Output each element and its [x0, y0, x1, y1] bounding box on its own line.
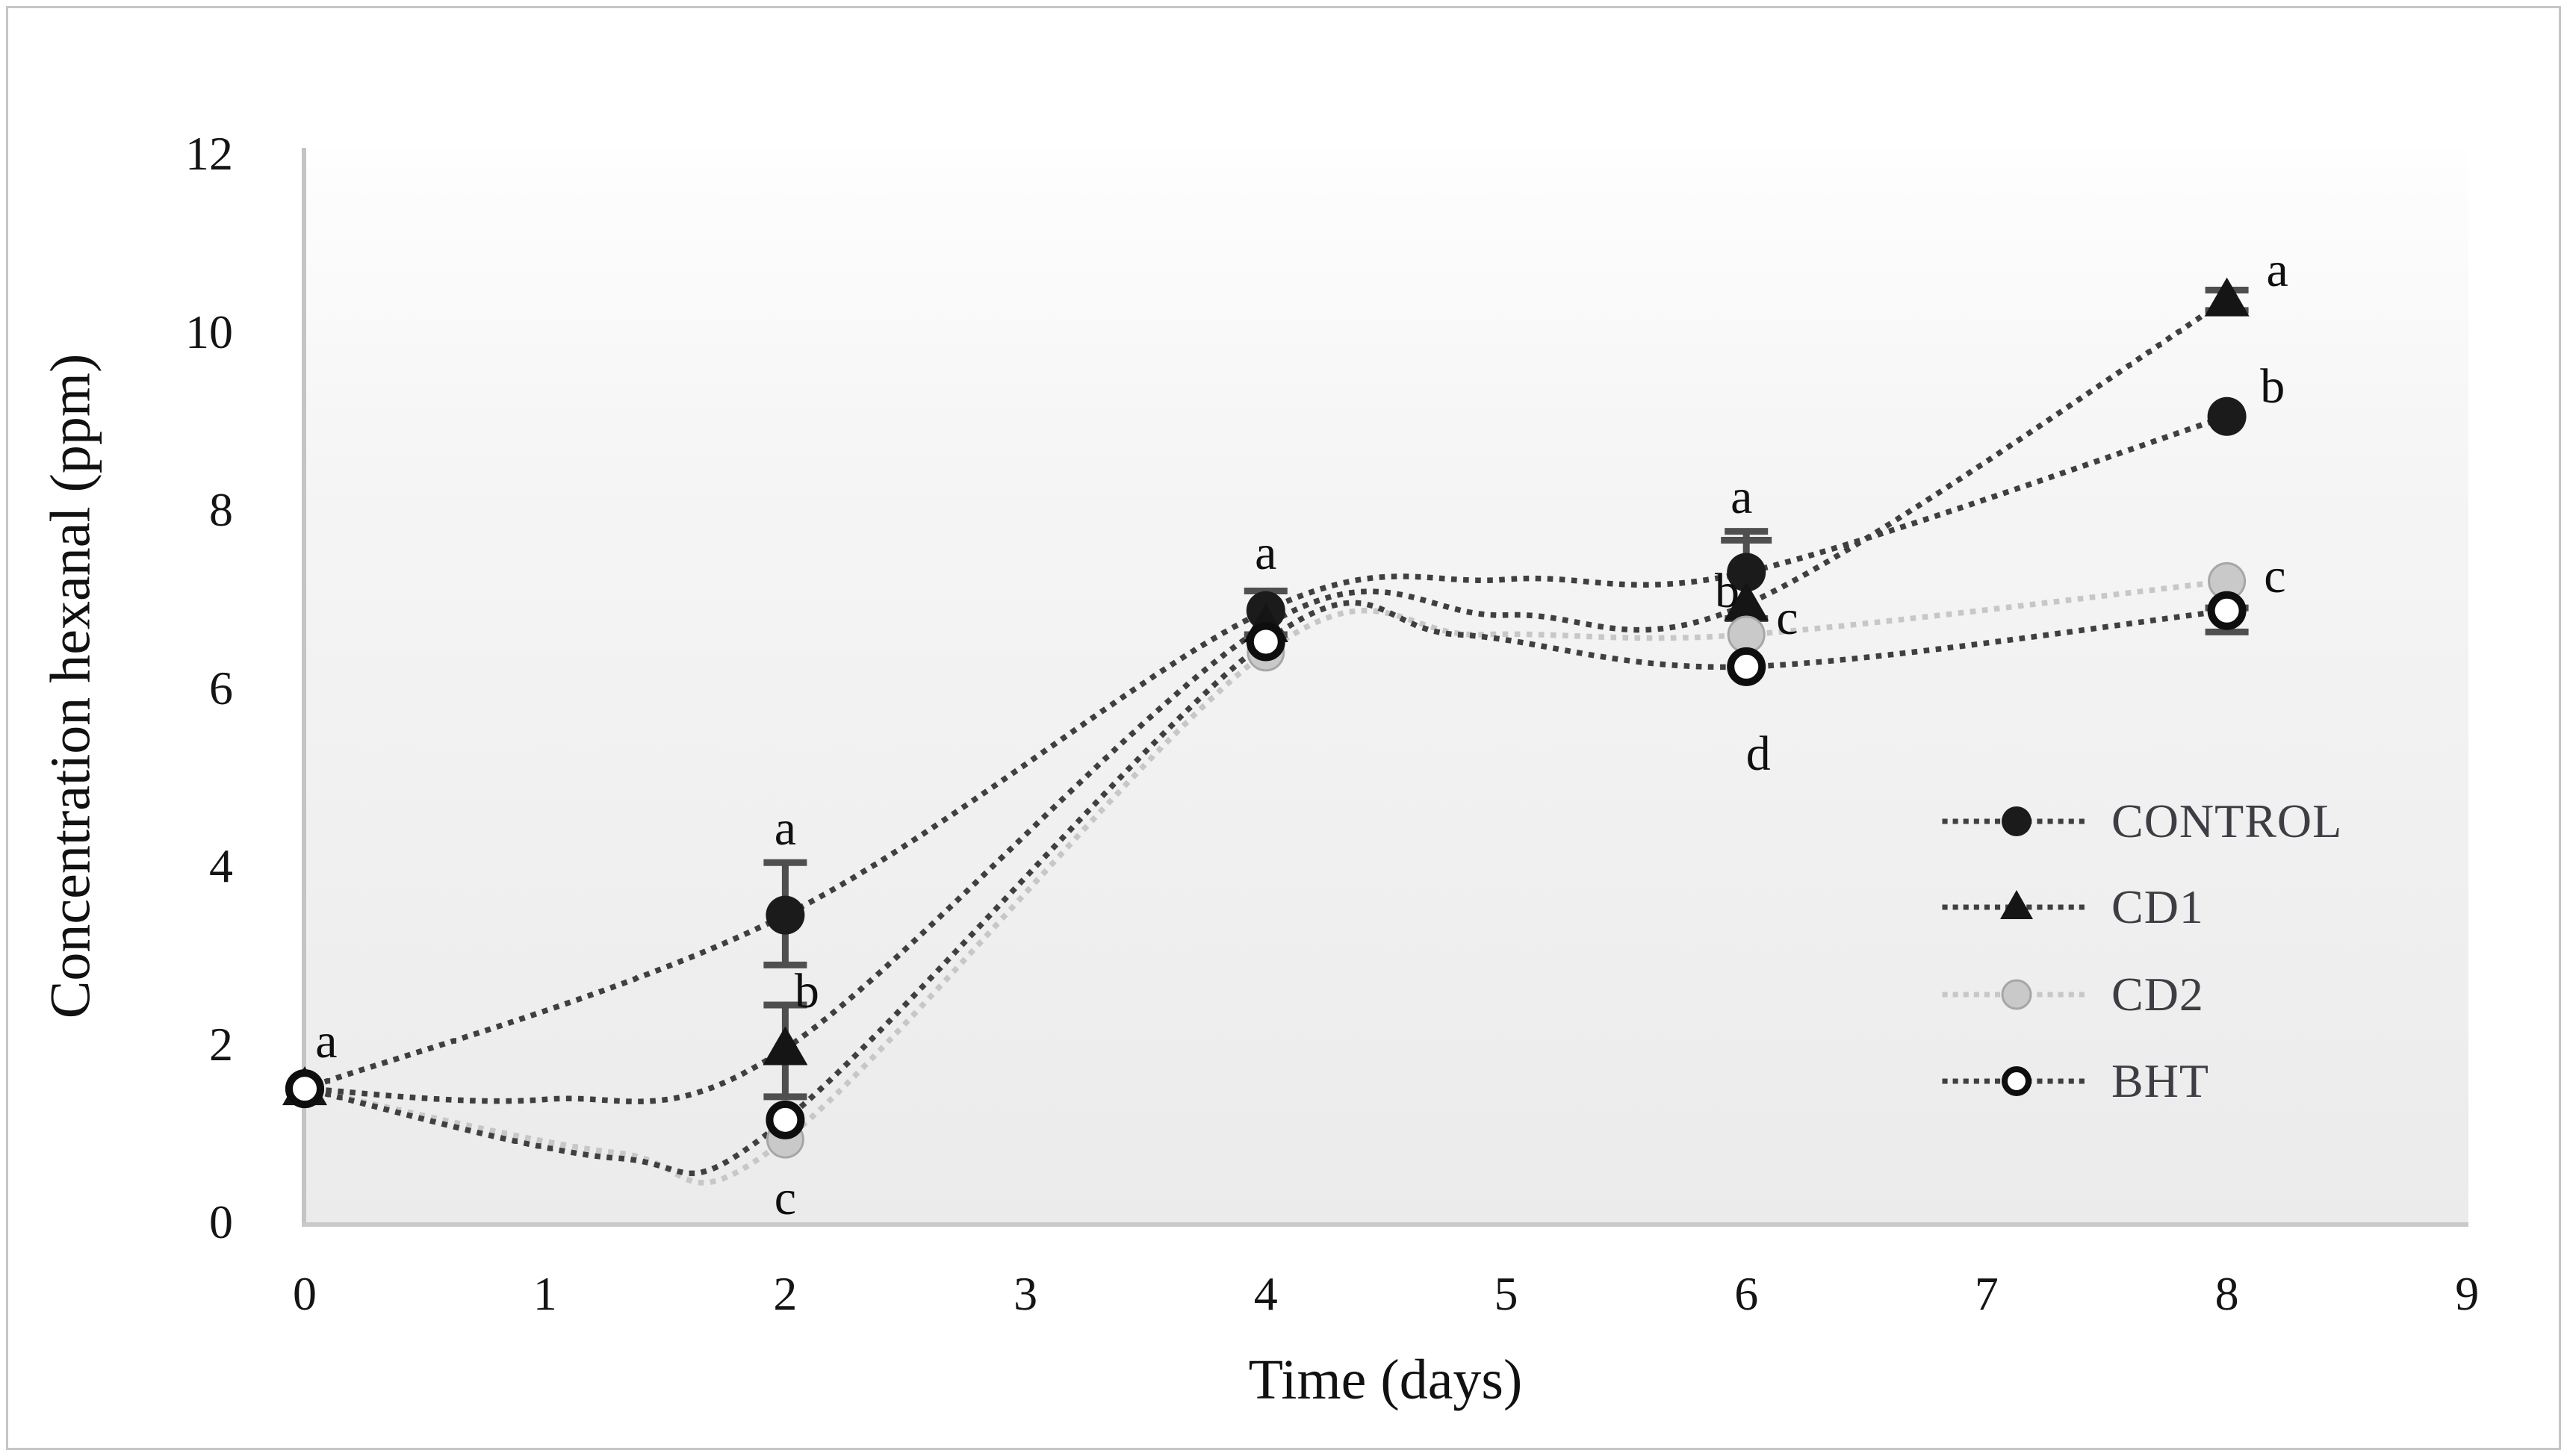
sig-letter-a-1: a [774, 800, 797, 856]
x-tick-7: 7 [1974, 1267, 1999, 1320]
sig-letter-b-6: b [1714, 563, 1739, 618]
x-axis-title: Time (days) [1248, 1348, 1523, 1411]
cd1-marker-day-8 [2204, 277, 2250, 317]
sig-letter-a-5: a [1731, 470, 1753, 525]
y-tick-8: 8 [209, 483, 233, 536]
sig-letter-b-2: b [794, 964, 819, 1019]
control-marker-day-6 [1727, 553, 1766, 592]
x-tick-8: 8 [2214, 1267, 2239, 1320]
y-tick-2: 2 [209, 1017, 233, 1071]
legend-item-cd2: CD2 [1942, 963, 2204, 1026]
x-axis-line [302, 1222, 2468, 1227]
control-marker-day-8 [2207, 396, 2247, 436]
sig-letter-a-9: a [2266, 243, 2288, 298]
plot-area [304, 148, 2468, 1223]
cd2-curve [301, 578, 2230, 1186]
control-legend-marker-icon [1942, 806, 2093, 836]
sig-letter-d-8: d [1745, 726, 1771, 781]
bht-marker-day-2 [766, 1100, 805, 1139]
bht-marker-day-4 [1246, 622, 1285, 662]
legend-label-bht: BHT [2111, 1054, 2209, 1107]
x-tick-0: 0 [293, 1267, 317, 1320]
x-tick-6: 6 [1734, 1267, 1759, 1320]
y-tick-12: 12 [185, 127, 233, 180]
legend-item-control: CONTROL [1942, 790, 2342, 853]
bht-marker-day-0 [285, 1069, 324, 1109]
control-curve [301, 413, 2231, 1092]
x-tick-2: 2 [773, 1267, 798, 1320]
cd1-legend-marker-icon [1942, 890, 2093, 919]
sig-letter-b-10: b [2260, 359, 2285, 414]
bht-marker-day-6 [1727, 647, 1766, 686]
y-tick-0: 0 [209, 1195, 233, 1248]
legend-item-bht: BHT [1942, 1050, 2209, 1113]
sig-letter-c-3: c [774, 1170, 797, 1225]
legend-label-cd1: CD1 [2111, 880, 2204, 933]
control-marker-day-2 [766, 895, 805, 935]
x-tick-3: 3 [1014, 1267, 1038, 1320]
sig-letter-c-7: c [1776, 591, 1798, 646]
sig-letter-c-11: c [2264, 549, 2286, 604]
y-axis-line [302, 148, 306, 1227]
legend-label-control: CONTROL [2111, 794, 2343, 847]
x-tick-9: 9 [2455, 1267, 2480, 1320]
cd1-marker-day-6 [1724, 582, 1769, 621]
legend-label-cd2: CD2 [2111, 968, 2204, 1021]
sig-letter-a-4: a [1255, 526, 1277, 581]
y-tick-10: 10 [185, 305, 233, 358]
figure-border [6, 6, 2561, 1450]
x-tick-5: 5 [1494, 1267, 1518, 1320]
x-tick-1: 1 [533, 1267, 557, 1320]
y-tick-6: 6 [209, 661, 233, 715]
x-tick-4: 4 [1253, 1267, 1278, 1320]
y-axis-title: Concentration hexanal (ppm) [39, 353, 102, 1019]
bht-marker-day-8 [2207, 591, 2247, 630]
cd1-marker-day-2 [763, 1026, 808, 1065]
legend-item-cd1: CD1 [1942, 876, 2204, 939]
y-tick-4: 4 [209, 839, 233, 892]
cd2-legend-marker-icon [1942, 979, 2093, 1010]
bht-curve [301, 600, 2230, 1177]
cd1-curve [302, 296, 2231, 1104]
sig-letter-a-0: a [315, 1013, 338, 1068]
bht-legend-marker-icon [1942, 1066, 2093, 1096]
